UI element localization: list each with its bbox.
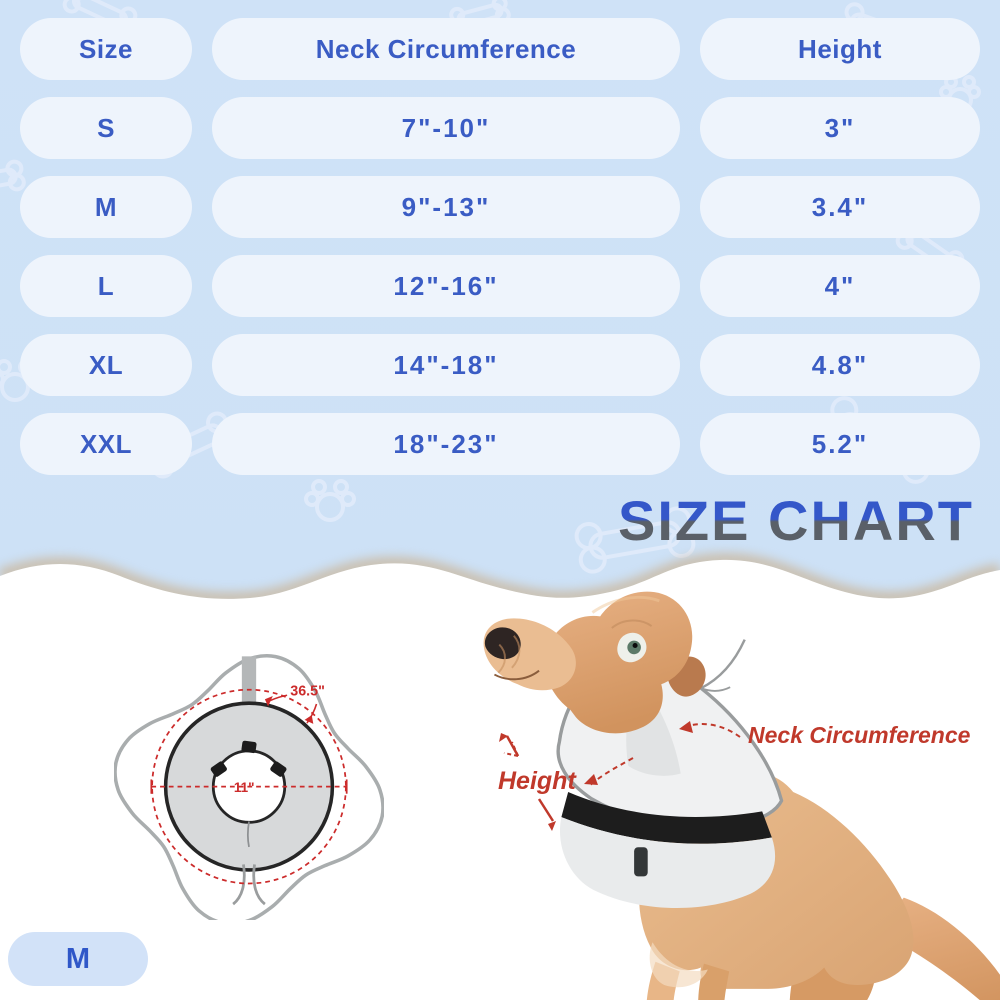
- svg-text:Neck Circumference: Neck Circumference: [748, 722, 971, 748]
- svg-text:36.5": 36.5": [290, 683, 325, 699]
- svg-text:Height: Height: [498, 767, 577, 795]
- svg-text:11": 11": [234, 780, 255, 795]
